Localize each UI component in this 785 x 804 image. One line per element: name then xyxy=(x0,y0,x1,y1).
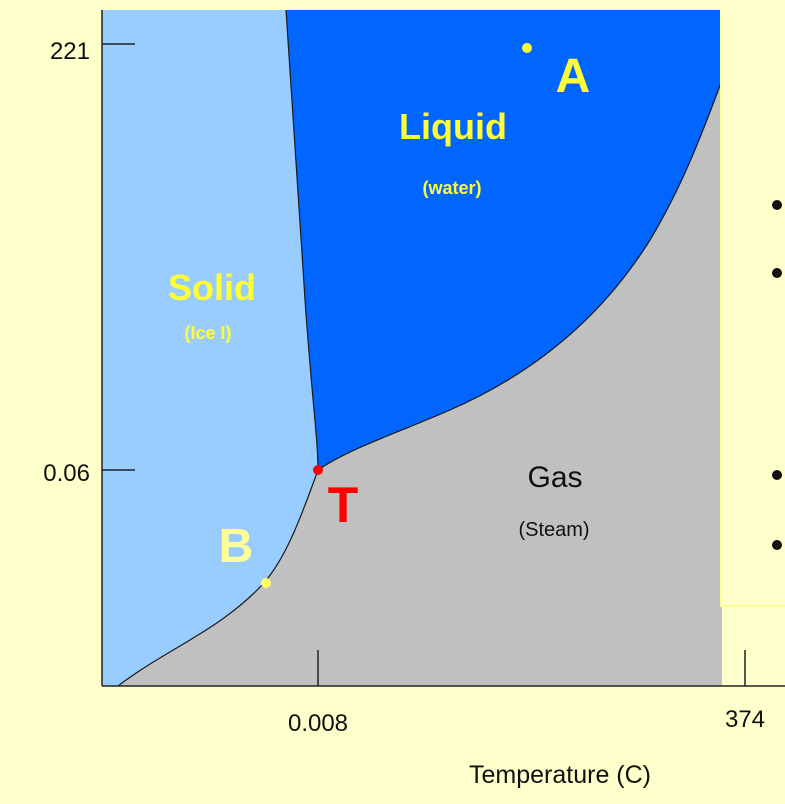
point-a-marker xyxy=(522,43,532,53)
liquid-region xyxy=(286,10,722,470)
triple-point-label: T xyxy=(328,477,359,533)
solid-region xyxy=(102,10,318,686)
y-tick-label-bottom: 0.06 xyxy=(43,460,90,487)
bullet-4 xyxy=(772,540,782,550)
y-tick-label-top: 221 xyxy=(50,38,90,65)
notes-card xyxy=(720,10,785,607)
solid-sublabel: (Ice I) xyxy=(184,323,231,343)
point-b-label: B xyxy=(219,520,254,573)
x-tick-label-right: 374 xyxy=(725,706,765,733)
x-axis-label: Temperature (C) xyxy=(469,761,651,789)
gas-sublabel: (Steam) xyxy=(518,519,589,541)
point-b-marker xyxy=(261,578,271,588)
vaporization-curve xyxy=(317,79,723,471)
melting-curve xyxy=(285,9,319,471)
liquid-sublabel: (water) xyxy=(422,178,481,198)
x-tick-label-left: 0.008 xyxy=(288,710,348,737)
triple-point-marker xyxy=(313,465,323,475)
bullet-3 xyxy=(772,470,782,480)
point-a-label: A xyxy=(556,50,591,103)
solid-label: Solid xyxy=(168,267,256,308)
bullet-2 xyxy=(772,268,782,278)
bullet-1 xyxy=(772,200,782,210)
gas-label: Gas xyxy=(527,461,582,494)
liquid-label: Liquid xyxy=(399,106,507,147)
